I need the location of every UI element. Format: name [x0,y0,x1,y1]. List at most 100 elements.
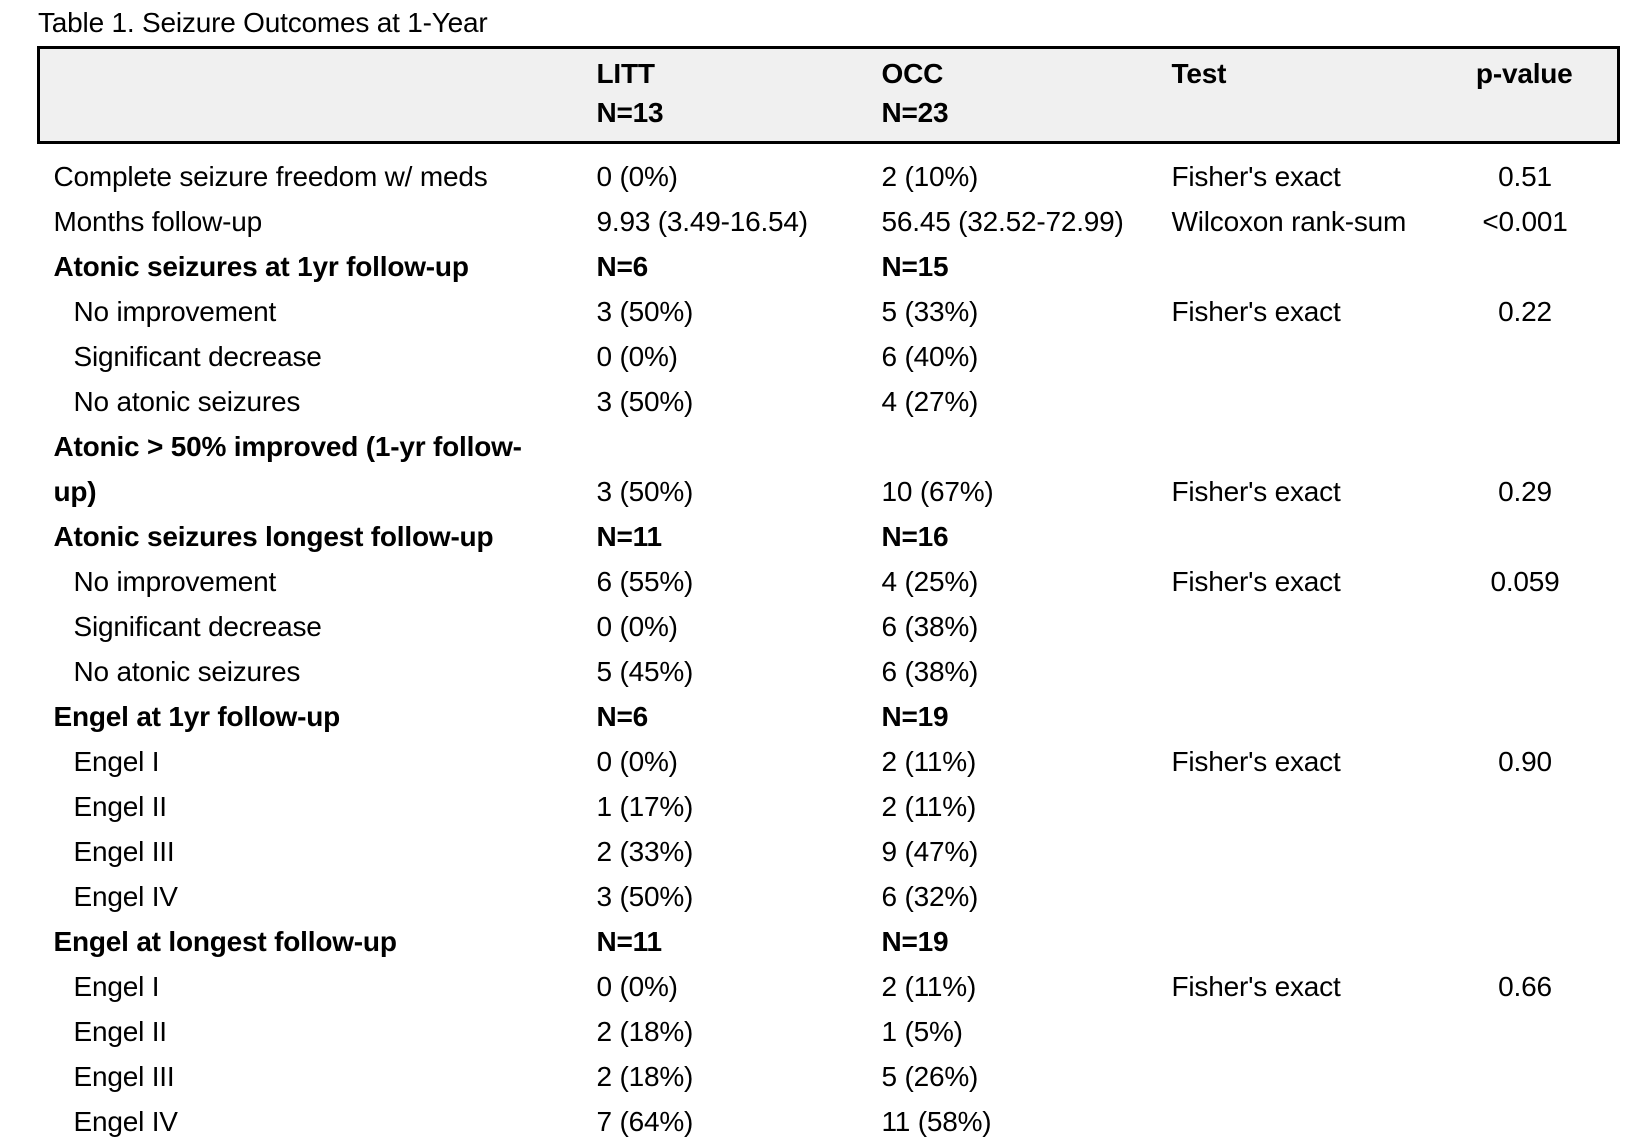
cell-occ: 11 (58%) [881,1106,992,1137]
cell-pvalue: <0.001 [1482,206,1568,237]
cell-test [1172,784,1432,829]
row-label: Significant decrease [73,341,322,372]
cell-occ: N=16 [881,521,949,552]
row-label: Engel II [73,791,168,822]
row-label: Engel I [73,746,160,777]
table-row: Engel IV 7 (64%) 11 (58%) [39,1099,1619,1144]
cell-test [1172,244,1432,289]
table-row: Atonic > 50% improved (1-yr follow- up) 3… [39,424,1619,514]
row-label: No improvement [73,296,277,327]
header-occ: OCC N=23 [881,46,1172,144]
table-row: Significant decrease 0 (0%) 6 (38%) [39,604,1619,649]
header-occ-n: N=23 [881,97,949,128]
cell-pvalue [1432,649,1619,694]
cell-occ: 2 (11%) [881,971,977,1002]
cell-litt: N=11 [596,521,663,552]
row-label: Significant decrease [73,611,322,642]
cell-litt: 6 (55%) [596,566,694,597]
cell-occ: N=19 [881,926,949,957]
table-row: Engel II 1 (17%) 2 (11%) [39,784,1619,829]
cell-litt: 0 (0%) [596,971,678,1002]
cell-test: Fisher's exact [1171,566,1341,597]
cell-test [1172,604,1432,649]
row-label: No improvement [73,566,277,597]
table-row: No improvement 6 (55%) 4 (25%) Fisher's exa… [39,559,1619,604]
table-row: Atonic seizures longest follow-up N=11 N=1… [39,514,1619,559]
cell-pvalue: 0.29 [1498,476,1552,507]
row-label: Engel III [73,836,175,867]
cell-occ: 2 (10%) [881,161,979,192]
row-label: Engel IV [73,1106,178,1137]
cell-litt: 7 (64%) [596,1106,694,1137]
cell-litt: 0 (0%) [596,341,678,372]
row-label: Engel III [73,1061,175,1092]
cell-litt: 2 (18%) [596,1061,694,1092]
cell-litt: N=11 [596,926,663,957]
cell-test: Fisher's exact [1171,161,1341,192]
cell-test [1172,694,1432,739]
cell-pvalue [1432,379,1619,424]
header-pvalue: p-value [1431,46,1620,144]
cell-pvalue [1432,1099,1619,1144]
cell-test [1172,1009,1432,1054]
table-row: Engel at longest follow-up N=11 N=19 [39,919,1619,964]
cell-pvalue [1432,334,1619,379]
table-row: Engel III 2 (18%) 5 (26%) [39,1054,1619,1099]
cell-litt: 0 (0%) [596,611,678,642]
header-litt: LITT N=13 [596,46,882,144]
cell-test [1172,1054,1432,1099]
header-litt-n: N=13 [596,97,664,128]
cell-pvalue: 0.22 [1498,296,1552,327]
cell-occ: N=19 [881,701,949,732]
table-header: LITT N=13 OCC N=23 Test p-value [37,46,1620,144]
cell-pvalue [1432,244,1619,289]
cell-test [1172,514,1432,559]
table-title: Table 1. Seizure Outcomes at 1-Year [38,7,488,38]
cell-test [1172,829,1432,874]
cell-test: Wilcoxon rank-sum [1171,206,1407,237]
table-row: Engel I 0 (0%) 2 (11%) Fisher's exact 0.90 [39,739,1619,784]
header-test: Test [1171,46,1432,144]
header-occ-name: OCC [881,58,944,89]
cell-test: Fisher's exact [1171,971,1341,1002]
row-label: Engel II [73,1016,168,1047]
cell-occ: 6 (38%) [881,656,979,687]
cell-pvalue [1432,694,1619,739]
cell-occ: 6 (40%) [881,341,979,372]
table-row: No improvement 3 (50%) 5 (33%) Fisher's exa… [39,289,1619,334]
table-row: No atonic seizures 3 (50%) 4 (27%) [39,379,1619,424]
row-label: Engel at 1yr follow-up [53,701,341,732]
row-label: Months follow-up [53,206,263,237]
cell-litt: 0 (0%) [596,161,678,192]
header-litt-name: LITT [596,58,655,89]
cell-occ: 6 (38%) [881,611,979,642]
cell-pvalue: 0.90 [1498,746,1552,777]
cell-occ: 10 (67%) [881,476,994,507]
cell-occ: 4 (25%) [881,566,979,597]
cell-litt: 3 (50%) [596,476,694,507]
cell-litt: N=6 [596,251,649,282]
cell-occ: 2 (11%) [881,791,977,822]
cell-litt: N=6 [596,701,649,732]
row-label: Engel I [73,971,160,1002]
row-label: Engel at longest follow-up [53,926,397,957]
table-row: Engel III 2 (33%) 9 (47%) [39,829,1619,874]
cell-test: Fisher's exact [1171,476,1341,507]
cell-occ: 5 (33%) [881,296,979,327]
table-row: Engel II 2 (18%) 1 (5%) [39,1009,1619,1054]
cell-litt: 0 (0%) [596,746,678,777]
cell-pvalue: 0.51 [1498,161,1552,192]
cell-litt: 2 (33%) [596,836,694,867]
table-row: Significant decrease 0 (0%) 6 (40%) [39,334,1619,379]
cell-litt: 9.93 (3.49-16.54) [596,206,809,237]
cell-occ: 6 (32%) [881,881,979,912]
cell-pvalue: 0.059 [1490,566,1560,597]
cell-test [1172,334,1432,379]
cell-test: Fisher's exact [1171,746,1341,777]
row-label: Atonic seizures at 1yr follow-up [53,251,469,282]
cell-pvalue [1432,829,1619,874]
table-row: Months follow-up 9.93 (3.49-16.54) 56.45 (… [39,199,1619,244]
cell-occ: N=15 [881,251,949,282]
cell-litt: 1 (17%) [596,791,694,822]
row-label: Engel IV [73,881,178,912]
